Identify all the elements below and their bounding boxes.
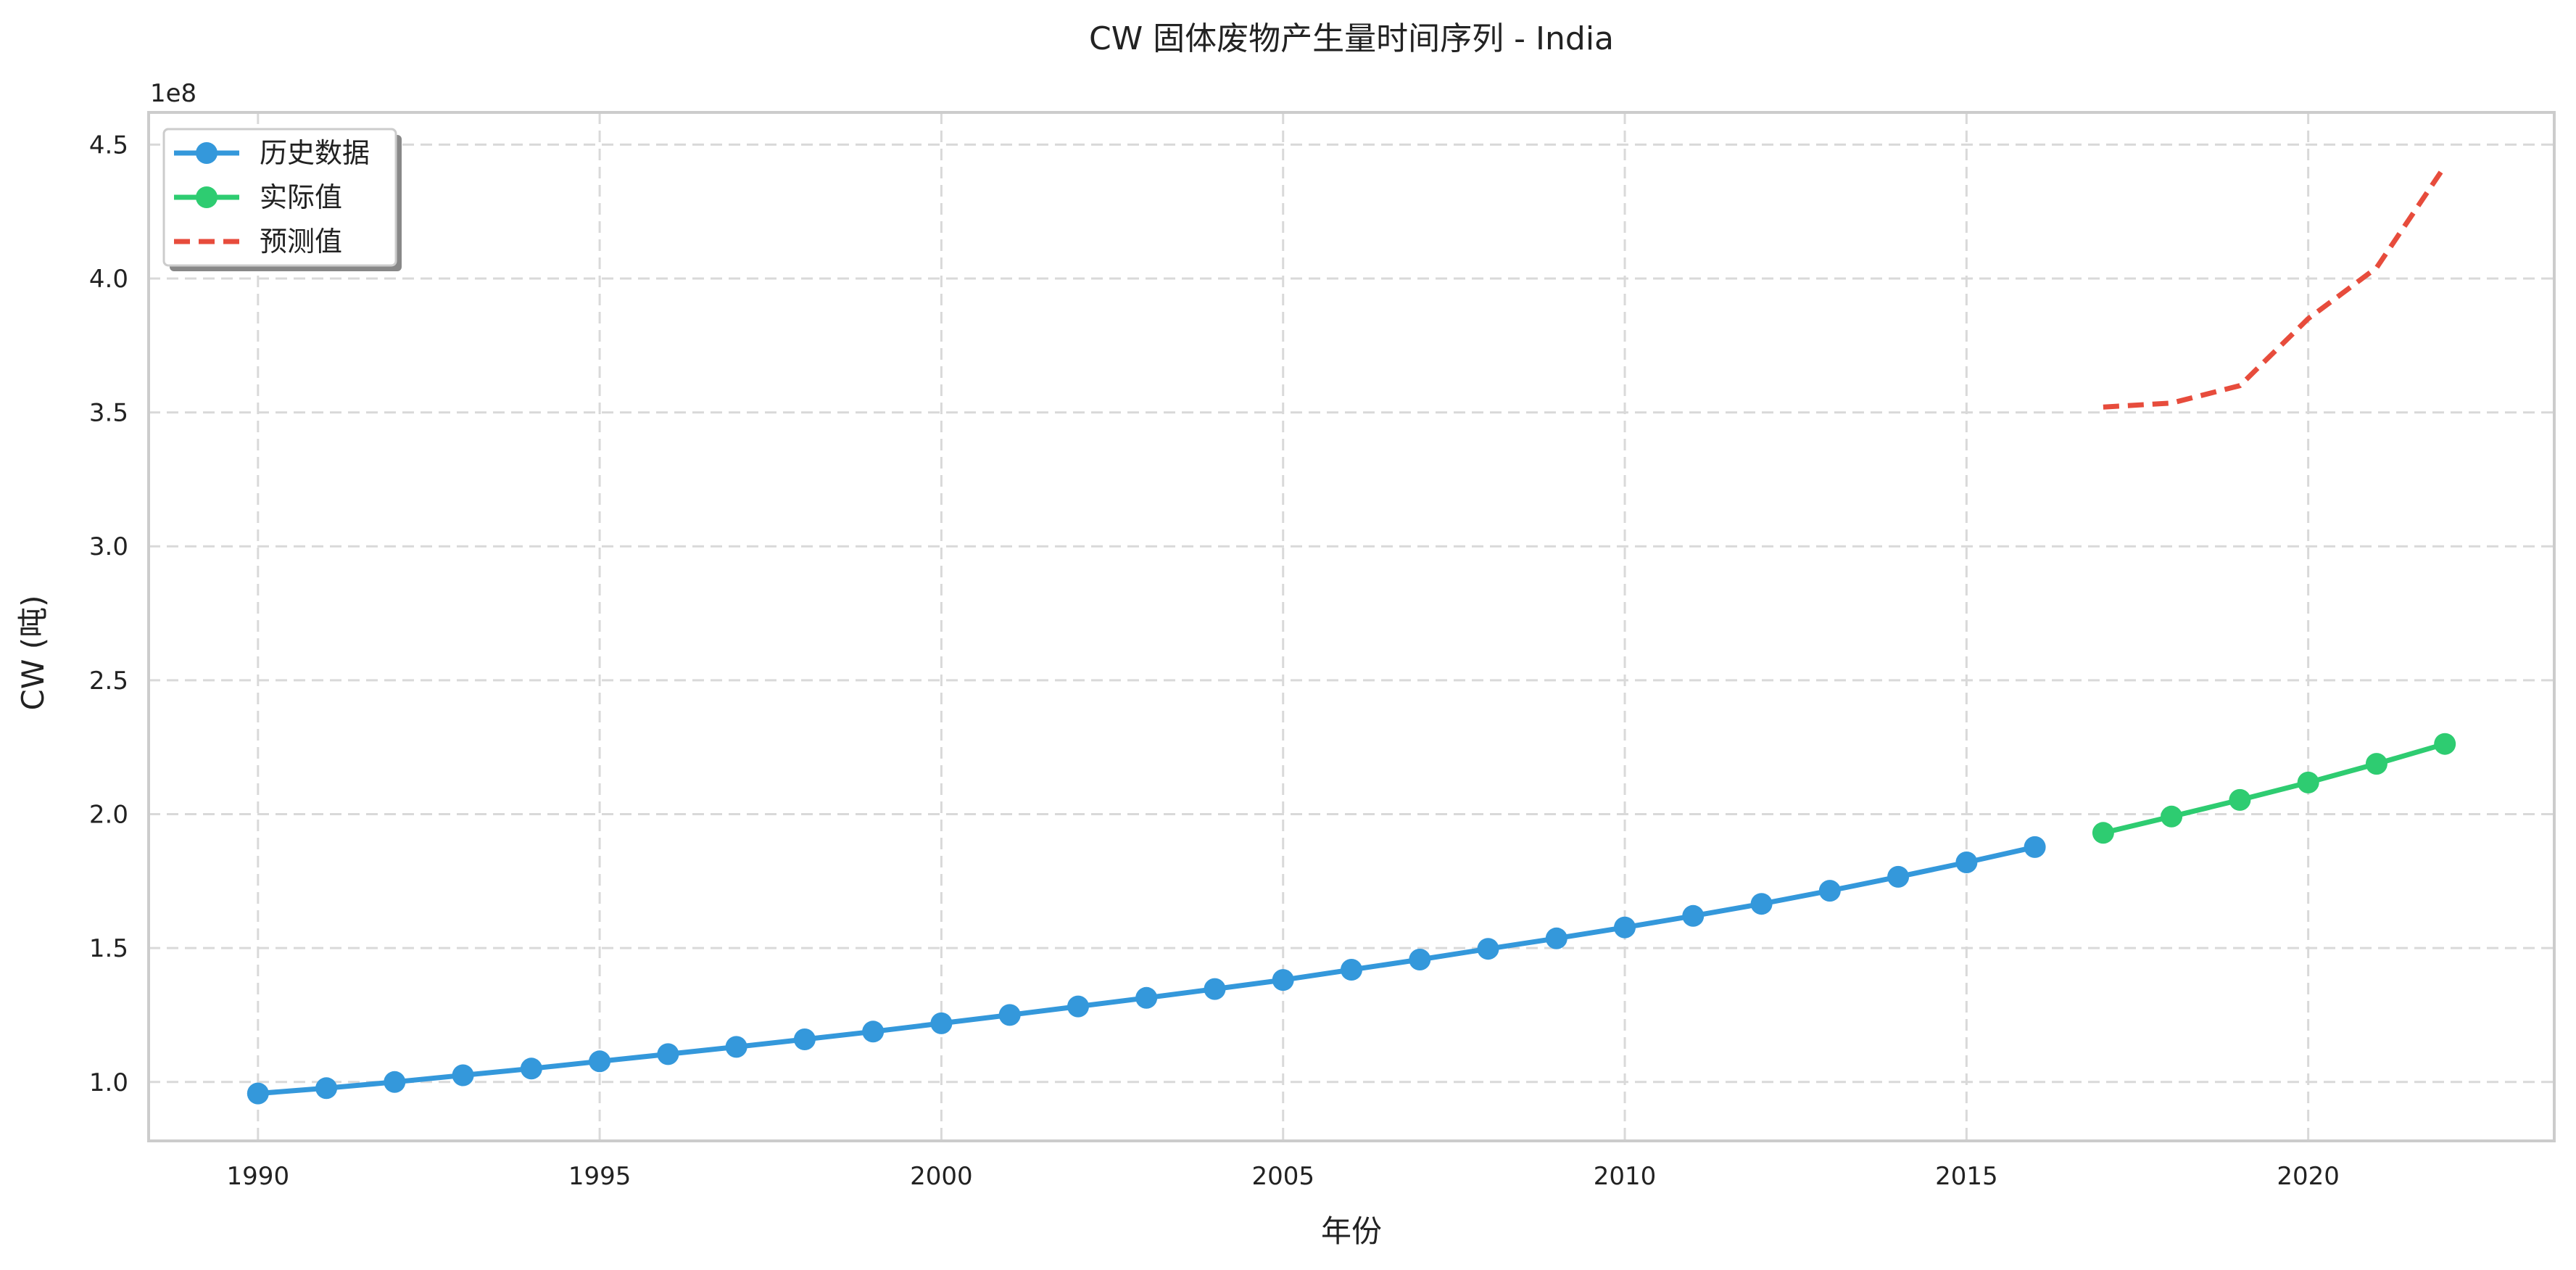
data-point: [452, 1064, 474, 1086]
data-point: [930, 1012, 953, 1034]
series-line-2: [2103, 164, 2448, 410]
data-point: [247, 1082, 269, 1105]
legend-marker: [196, 142, 218, 164]
data-point: [998, 1004, 1021, 1026]
data-point: [2229, 788, 2251, 811]
x-axis-ticks: 1990 1995 2000 2005 2010 2015 2020: [227, 1162, 2340, 1191]
data-point: [1341, 959, 1362, 981]
data-point: [384, 1071, 406, 1093]
data-point: [1272, 969, 1294, 991]
data-point: [1682, 904, 1705, 927]
legend-label: 实际值: [260, 181, 342, 213]
legend-marker: [196, 186, 218, 208]
data-point: [862, 1020, 885, 1043]
x-tick-label: 2005: [1251, 1162, 1314, 1191]
data-point: [2161, 805, 2183, 828]
legend-label: 预测值: [260, 226, 342, 257]
y-axis-label: CW (吨): [15, 595, 51, 711]
y-tick-label: 2.0: [89, 800, 128, 829]
y-tick-label: 4.5: [89, 131, 128, 160]
data-point: [1067, 995, 1089, 1018]
data-point: [2434, 733, 2456, 755]
x-tick-label: 2015: [1935, 1162, 1998, 1191]
data-point: [1750, 893, 1773, 915]
data-point: [2092, 822, 2114, 844]
y-tick-label: 1.0: [89, 1068, 128, 1097]
data-point: [1614, 916, 1636, 939]
data-point: [2297, 771, 2319, 793]
y-tick-label: 3.0: [89, 532, 128, 561]
data-point: [1135, 986, 1158, 1009]
grid-lines: [149, 112, 2554, 1141]
data-point: [1887, 865, 1910, 888]
data-point: [1545, 927, 1567, 949]
series-line-1: [2100, 741, 2448, 836]
data-point: [2365, 753, 2387, 775]
legend-label: 历史数据: [260, 137, 370, 169]
x-axis-label: 年份: [1321, 1213, 1382, 1249]
data-point: [657, 1043, 679, 1065]
series-layer: [247, 164, 2456, 1105]
y-axis-scale-label: 1e8: [150, 79, 196, 108]
plot-frame: [147, 111, 2556, 1142]
data-point: [1409, 949, 1431, 970]
x-tick-label: 2020: [2277, 1162, 2340, 1191]
y-tick-label: 3.5: [89, 399, 128, 428]
x-tick-label: 2000: [910, 1162, 973, 1191]
x-tick-label: 1990: [227, 1162, 290, 1191]
data-point: [589, 1050, 611, 1073]
data-point: [1818, 880, 1841, 902]
y-tick-label: 1.5: [89, 934, 128, 963]
legend-box: [162, 128, 397, 267]
data-point: [793, 1028, 816, 1050]
x-tick-label: 2010: [1594, 1162, 1657, 1191]
y-tick-label: 2.5: [89, 667, 128, 696]
y-tick-label: 4.0: [89, 265, 128, 294]
y-axis-ticks: 1.0 1.5 2.0 2.5 3.0 3.5 4.0 4.5: [89, 131, 128, 1097]
data-point: [1204, 978, 1226, 1000]
data-point: [315, 1077, 338, 1100]
x-tick-label: 1995: [568, 1162, 631, 1191]
data-point: [520, 1057, 542, 1080]
data-point: [1477, 938, 1499, 960]
data-point: [2024, 836, 2046, 858]
chart-title: CW 固体废物产生量时间序列 - India: [1089, 20, 1614, 57]
data-point: [725, 1036, 747, 1058]
data-point: [1955, 852, 1978, 873]
